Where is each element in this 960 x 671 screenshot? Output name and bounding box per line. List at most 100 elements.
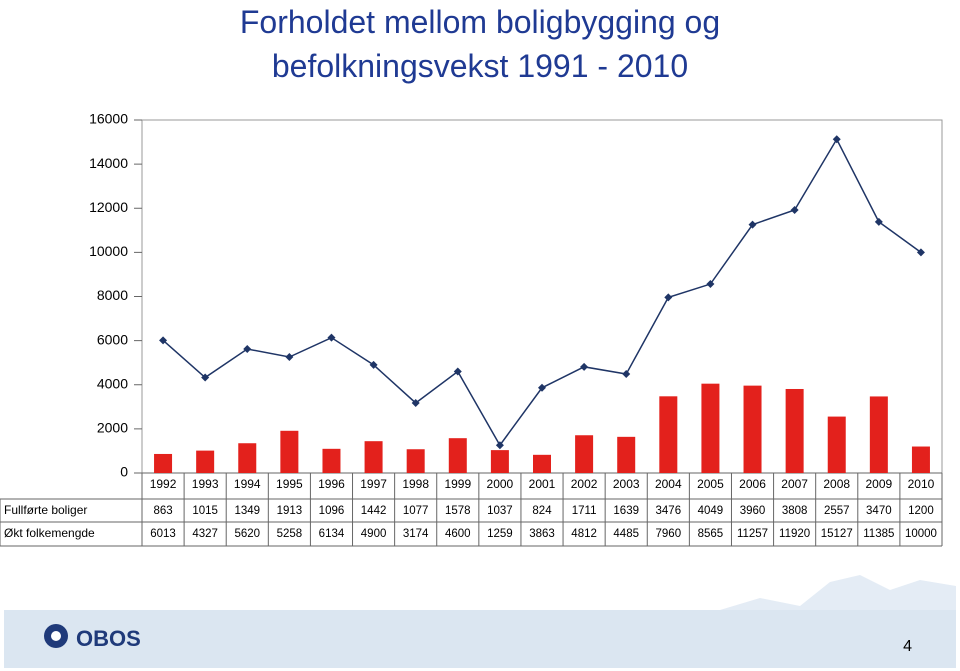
bar [406,449,425,473]
x-tick-label: 1994 [234,477,261,491]
bar [280,430,299,473]
table-value: 3174 [403,528,429,540]
table-value: 2557 [824,505,850,517]
page-number: 4 [903,638,912,655]
x-tick-label: 2008 [823,477,850,491]
table-value: 11920 [779,528,810,540]
x-tick-label: 2006 [739,477,766,491]
x-tick-label: 1993 [192,477,219,491]
x-tick-label: 2010 [908,477,935,491]
bar [575,435,594,473]
table-value: 10000 [905,528,937,540]
line-marker [411,398,420,407]
bar [490,450,509,473]
x-tick-label: 1999 [444,477,471,491]
bar [154,453,173,473]
obos-logo-icon [44,624,68,648]
table-value: 1578 [445,505,471,517]
table-value: 4812 [571,528,597,540]
table-value: 11257 [737,528,768,540]
x-tick-label: 2000 [487,477,514,491]
line [162,137,922,447]
line-marker [243,345,252,354]
table-value: 1711 [572,505,597,517]
table-value: 7960 [656,528,682,540]
x-tick-label: 2007 [781,477,808,491]
table-value: 1442 [361,505,387,517]
table-value: 4485 [613,528,639,540]
bar [785,388,804,473]
y-tick-label: 2000 [97,420,128,436]
line-marker [538,383,546,392]
table-value: 3476 [656,505,682,517]
x-tick-label: 2001 [529,477,556,491]
bar [869,396,888,473]
table-value: 3863 [529,528,555,540]
line-marker [201,373,210,382]
table-value: 1096 [319,505,345,517]
bar [322,448,341,473]
table-value: 3808 [782,505,808,517]
table-value: 4600 [445,528,471,540]
table-value: 3960 [740,505,766,517]
y-tick-label: 12000 [89,199,128,215]
table-value: 11385 [863,528,894,540]
table-value: 8565 [698,528,724,540]
bar [196,450,215,473]
line-marker [369,360,378,369]
line-marker [327,333,336,342]
table-value: 1259 [487,528,513,540]
x-tick-label: 1996 [318,477,345,491]
bar [827,416,846,473]
footer-band [4,610,956,668]
footer-hills [720,575,956,610]
bar [743,385,762,473]
table-value: 5620 [234,528,260,540]
table-value: 4327 [192,528,218,540]
x-tick-label: 1997 [360,477,387,491]
y-tick-label: 0 [120,464,128,480]
line-marker [664,293,673,302]
y-tick-label: 16000 [89,111,128,127]
line-marker [706,280,715,289]
bar [659,396,678,473]
line-marker [748,220,757,229]
x-tick-label: 2003 [613,477,640,491]
table-value: 6134 [319,528,345,540]
x-tick-label: 2002 [571,477,598,491]
table-value: 1349 [234,505,260,517]
bar [617,436,636,473]
line-marker [495,441,504,450]
bar [911,446,930,473]
y-tick-label: 14000 [89,155,128,171]
line-marker [159,336,168,345]
table-value: 4900 [361,528,387,540]
line-marker [285,352,294,361]
x-tick-label: 1992 [150,477,177,491]
table-value: 6013 [150,528,176,540]
x-tick-label: 2009 [865,477,892,491]
y-tick-label: 4000 [97,375,128,391]
bar [238,443,257,473]
line-marker [790,206,799,215]
plot-frame [141,119,943,474]
line-marker [622,370,631,379]
x-tick-label: 2005 [697,477,724,491]
y-tick-label: 10000 [89,243,128,259]
table-value: 1200 [908,505,934,517]
line-marker [916,248,925,257]
legend-label: Fullførte boliger [4,503,87,517]
bar [448,438,467,473]
chart-title: Forholdet mellom boligbygging og befolkn… [239,4,721,84]
table-value: 1077 [403,505,429,517]
x-tick-label: 2004 [655,477,682,491]
y-tick-label: 6000 [97,331,128,347]
bar [533,454,551,473]
legend-label: Økt folkemengde [4,526,95,540]
table-value: 1015 [192,505,218,517]
table-value: 1037 [487,505,513,517]
bar [701,383,720,473]
table-value: 3470 [866,505,892,517]
